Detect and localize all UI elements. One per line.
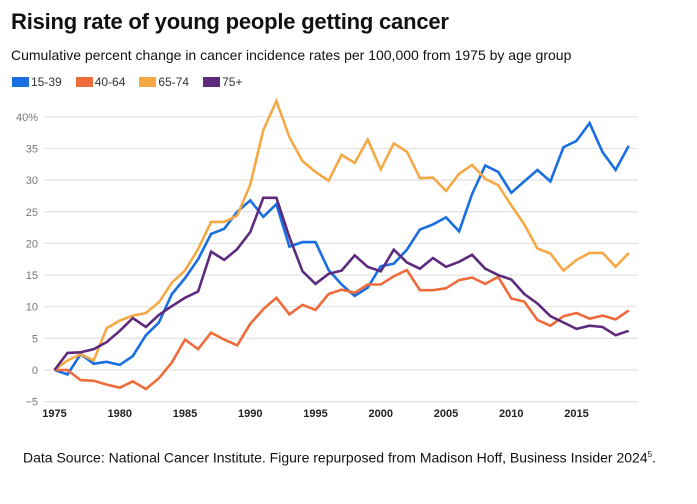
legend-label: 75+ <box>222 75 243 89</box>
y-tick-label: 0 <box>32 365 38 377</box>
x-tick-label: 1975 <box>42 408 66 420</box>
y-tick-label: 20 <box>26 238 38 250</box>
legend-swatch <box>12 77 29 87</box>
chart-title: Rising rate of young people getting canc… <box>11 9 449 34</box>
footer-source: Data Source: National Cancer Institute. … <box>23 444 683 469</box>
x-tick-label: 2010 <box>499 408 523 420</box>
footer-superscript: 5 <box>647 450 653 459</box>
y-tick-label: 40% <box>16 112 38 124</box>
legend-swatch <box>75 77 93 87</box>
legend-item-40-64: 40-64 <box>75 75 126 89</box>
footer-text: Data Source: National Cancer Institute. … <box>23 449 648 466</box>
y-tick-label: −5 <box>25 397 38 409</box>
series-line-75-plus <box>53 196 630 371</box>
legend: 15-39 40-64 65-74 75+ <box>12 75 242 89</box>
y-tick-label: 15 <box>26 270 38 282</box>
x-tick-label: 2005 <box>434 408 458 420</box>
chart-subtitle: Cumulative percent change in cancer inci… <box>11 47 572 63</box>
series-line-65-74 <box>53 97 630 372</box>
series-line-15-39 <box>54 120 630 376</box>
y-tick-label: 35 <box>26 143 38 155</box>
x-tick-label: 1980 <box>108 408 132 420</box>
legend-swatch <box>203 77 221 87</box>
legend-swatch <box>139 77 157 87</box>
legend-label: 65-74 <box>158 75 190 89</box>
gridlines <box>44 116 638 403</box>
series-lines <box>53 97 630 391</box>
x-tick-label: 1985 <box>173 408 197 420</box>
legend-label: 40-64 <box>94 75 126 89</box>
y-tick-label: 10 <box>26 302 38 314</box>
footer-suffix: . <box>652 449 656 466</box>
y-tick-label: 30 <box>26 175 38 187</box>
x-tick-label: 1990 <box>238 408 262 420</box>
x-tick-label: 1995 <box>303 408 327 420</box>
legend-label: 15-39 <box>31 75 62 89</box>
line-chart: −5 0 5 10 15 20 25 30 35 40% 1975 1980 1985 1990 1995… <box>16 97 638 420</box>
y-axis-ticks: −5 0 5 10 15 20 25 30 35 40% <box>16 112 38 409</box>
legend-item-75-plus: 75+ <box>203 75 242 89</box>
legend-item-15-39: 15-39 <box>12 75 62 89</box>
y-tick-label: 25 <box>26 207 38 219</box>
x-tick-label: 2000 <box>369 408 393 420</box>
x-axis-ticks: 1975 1980 1985 1990 1995 2000 2005 2010 2015 <box>42 408 588 420</box>
series-line-40-64 <box>54 268 630 391</box>
x-tick-label: 2015 <box>564 408 588 420</box>
legend-item-65-74: 65-74 <box>139 75 189 89</box>
y-tick-label: 5 <box>32 333 38 345</box>
